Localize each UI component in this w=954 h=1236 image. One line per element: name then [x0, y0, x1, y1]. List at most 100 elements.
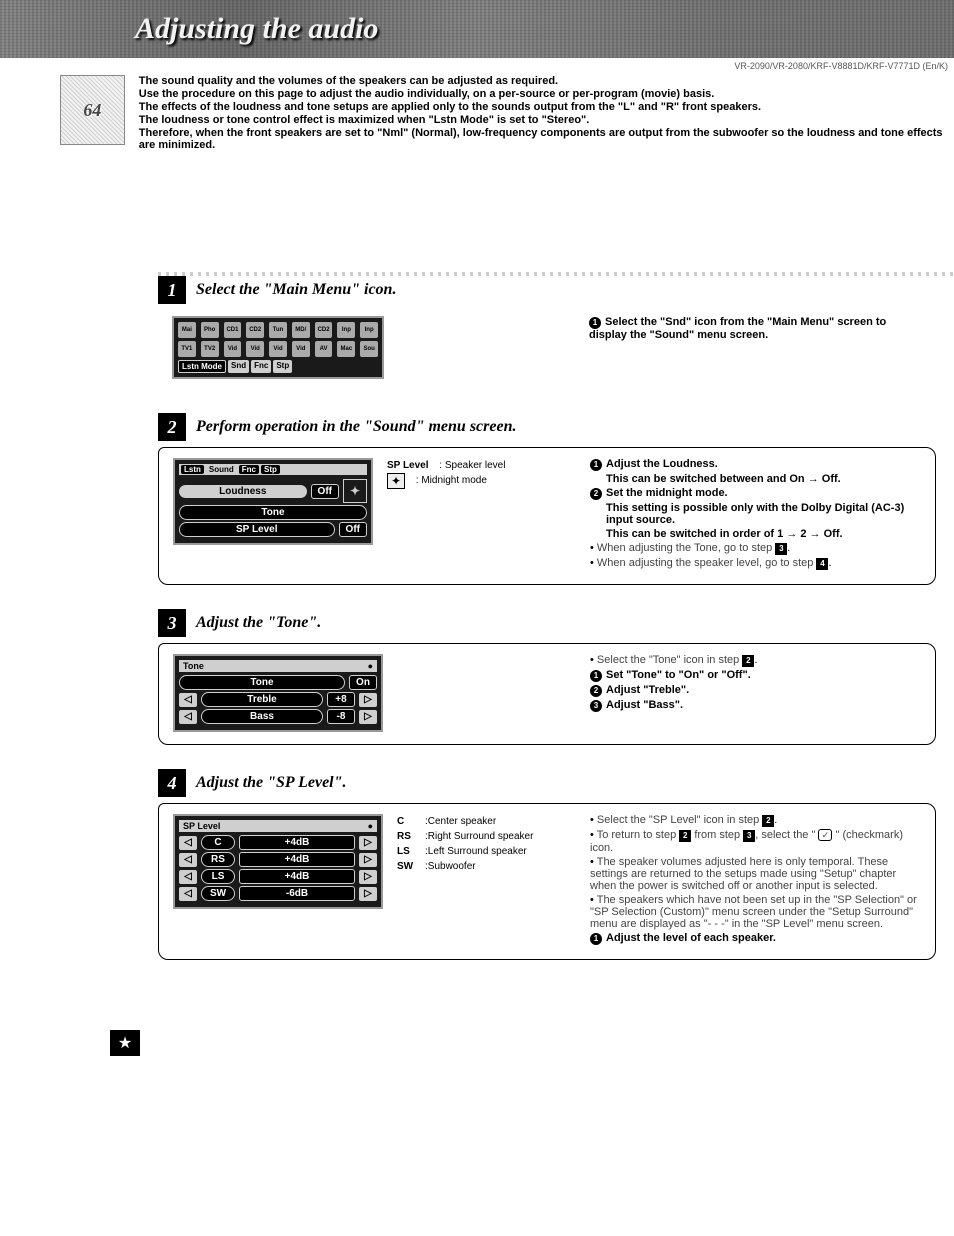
- osd-item: SP Level: [179, 522, 335, 537]
- osd-icon: MD/: [292, 322, 310, 338]
- left-arrow-icon: ◁: [179, 870, 197, 884]
- note-marker: 1: [590, 459, 602, 471]
- speaker-legend: C:Center speakerRS:Right Surround speake…: [397, 814, 533, 874]
- note-text: The speakers which have not been set up …: [590, 894, 917, 930]
- osd-item: LS: [201, 869, 235, 884]
- page-number: 64: [83, 100, 101, 121]
- osd-value: -6dB: [239, 886, 355, 901]
- osd-icon: CD2: [315, 322, 333, 338]
- osd-value: Off: [339, 522, 367, 537]
- intro-line: The sound quality and the volumes of the…: [139, 75, 954, 87]
- page-title: Adjusting the audio: [135, 12, 378, 46]
- osd-item: Loudness: [179, 485, 307, 498]
- note-text: To return to step: [597, 829, 680, 841]
- osd-item: Tone: [179, 505, 367, 520]
- osd-header-tab: Stp: [261, 465, 280, 474]
- intro-line: The effects of the loudness and tone set…: [139, 101, 954, 113]
- checkmark-icon: ✓: [818, 829, 832, 841]
- legend-key: SW: [397, 859, 421, 874]
- osd-icon: Vid: [292, 341, 310, 357]
- legend-val: :Right Surround speaker: [425, 829, 533, 844]
- right-arrow-icon: ▷: [359, 887, 377, 901]
- step-badge: 1: [158, 276, 186, 304]
- content: 1 Select the "Main Menu" icon. MaiPhoCD1…: [0, 272, 954, 1096]
- note-text: Adjust "Bass".: [606, 699, 683, 711]
- osd-tab: Stp: [273, 360, 292, 373]
- footer-star-icon: ★: [110, 1030, 140, 1056]
- midnight-icon: ✦: [387, 473, 405, 489]
- osd-main-menu: MaiPhoCD1CD2TunMD/CD2InpInp TV1TV2VidVid…: [172, 316, 384, 379]
- osd-header-tab: Fnc: [239, 465, 259, 474]
- osd-icon: Vid: [246, 341, 264, 357]
- osd-icon: TV2: [201, 341, 219, 357]
- note-text: When adjusting the speaker level, go to …: [597, 557, 817, 569]
- right-arrow-icon: ▷: [359, 693, 377, 707]
- step-badge: 4: [158, 769, 186, 797]
- note-text: When adjusting the Tone, go to step: [597, 542, 775, 554]
- osd-item: Treble: [201, 692, 323, 707]
- osd-icon: Inp: [337, 322, 355, 338]
- osd-icon: Mac: [337, 341, 355, 357]
- note-text: Select the "SP Level" icon in step: [597, 814, 762, 826]
- osd-value: +4dB: [239, 835, 355, 850]
- step-ref: 3: [775, 543, 787, 555]
- note-marker: 1: [589, 317, 601, 329]
- osd-value: -8: [327, 709, 355, 724]
- left-arrow-icon: ◁: [179, 853, 197, 867]
- step-3: 3 Adjust the "Tone". Tone● ToneOn◁Treble…: [158, 609, 936, 745]
- step-ref: 4: [816, 558, 828, 570]
- osd-value: +4dB: [239, 852, 355, 867]
- step-2: 2 Perform operation in the "Sound" menu …: [158, 413, 936, 585]
- left-arrow-icon: ◁: [179, 710, 197, 724]
- step-title: Select the "Main Menu" icon.: [196, 281, 396, 299]
- legend-val: : Midnight mode: [416, 473, 487, 489]
- osd-item: RS: [201, 852, 235, 867]
- osd-icon: Inp: [360, 322, 378, 338]
- right-arrow-icon: ▷: [359, 853, 377, 867]
- legend-val: : Speaker level: [439, 458, 505, 473]
- right-arrow-icon: ▷: [359, 710, 377, 724]
- osd-icon: CD2: [246, 322, 264, 338]
- osd-icon: Vid: [269, 341, 287, 357]
- note-text: Set the midnight mode.: [606, 487, 728, 499]
- note-text: Set "Tone" to "On" or "Off".: [606, 669, 751, 681]
- intro-line: Therefore, when the front speakers are s…: [139, 127, 954, 151]
- osd-item: Bass: [201, 709, 323, 724]
- osd-icon: Sou: [360, 341, 378, 357]
- page-number-box: 64: [60, 75, 125, 145]
- intro-text: The sound quality and the volumes of the…: [139, 75, 954, 152]
- legend-val: :Left Surround speaker: [425, 844, 527, 859]
- osd-title: SP Level: [183, 821, 220, 831]
- osd-value: +8: [327, 692, 355, 707]
- note-text: This setting is possible only with the D…: [606, 502, 904, 526]
- note-text: This can be switched between and On → Of…: [606, 473, 841, 485]
- legend-key: C: [397, 814, 421, 829]
- legend-key: LS: [397, 844, 421, 859]
- step1-note: Select the "Snd" icon from the "Main Men…: [589, 316, 886, 341]
- osd-item: Tone: [179, 675, 345, 690]
- step-1: 1 Select the "Main Menu" icon. MaiPhoCD1…: [158, 272, 936, 385]
- note-text: Adjust the level of each speaker.: [606, 932, 776, 944]
- step-ref: 2: [762, 815, 774, 827]
- step-4: 4 Adjust the "SP Level". SP Level● ◁C+4d…: [158, 769, 936, 960]
- osd-value: +4dB: [239, 869, 355, 884]
- intro-line: Use the procedure on this page to adjust…: [139, 88, 954, 100]
- legend-val: :Subwoofer: [425, 859, 476, 874]
- osd-icon: AV: [315, 341, 333, 357]
- osd-icon: CD1: [224, 322, 242, 338]
- header-band: Adjusting the audio: [0, 0, 954, 58]
- osd-header-tab: Sound: [206, 465, 237, 474]
- legend-key: SP Level: [387, 458, 429, 473]
- right-arrow-icon: ▷: [359, 836, 377, 850]
- osd-icon: Pho: [201, 322, 219, 338]
- osd-icon: TV1: [178, 341, 196, 357]
- note-marker: 2: [590, 488, 602, 500]
- close-dot: ●: [368, 661, 373, 671]
- osd-sound-menu: LstnSoundFncStp LoudnessOff✦ToneSP Level…: [173, 458, 373, 545]
- note-text: This can be switched in order of 1 → 2 →…: [606, 528, 843, 540]
- step-badge: 2: [158, 413, 186, 441]
- divider: [158, 272, 954, 276]
- left-arrow-icon: ◁: [179, 836, 197, 850]
- intro-line: The loudness or tone control effect is m…: [139, 114, 954, 126]
- osd-value: On: [349, 675, 377, 690]
